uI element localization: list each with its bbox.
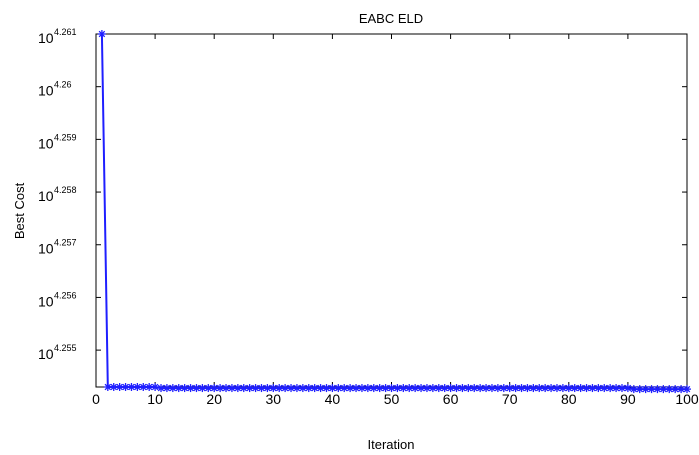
data-point <box>594 384 603 393</box>
data-point <box>222 384 231 393</box>
x-tick-label: 60 <box>443 391 459 407</box>
data-point <box>570 384 579 393</box>
x-axis-label: Iteration <box>368 437 415 452</box>
data-point <box>476 384 485 393</box>
y-tick-exponent: 4.256 <box>54 290 77 300</box>
x-tick-label: 0 <box>92 391 100 407</box>
y-tick-exponent: 4.26 <box>54 80 72 90</box>
data-point <box>623 384 632 393</box>
y-axis-label: Best Cost <box>12 182 27 239</box>
data-point <box>505 384 514 393</box>
data-point <box>635 385 644 394</box>
data-point <box>493 384 502 393</box>
data-point <box>328 384 337 393</box>
data-point <box>564 384 573 393</box>
y-tick-label: 10 <box>38 293 54 309</box>
data-point <box>139 383 148 391</box>
y-tick-label: 10 <box>38 188 54 204</box>
data-point <box>127 383 136 391</box>
y-tick-exponent: 4.255 <box>54 343 77 353</box>
data-point <box>180 384 189 393</box>
x-tick-label: 10 <box>147 391 163 407</box>
y-tick-exponent: 4.259 <box>54 132 77 142</box>
y-tick-exponent: 4.258 <box>54 185 77 195</box>
data-point <box>641 385 650 394</box>
data-point <box>541 384 550 393</box>
data-point <box>216 384 225 393</box>
y-tick-label: 10 <box>38 346 54 362</box>
y-tick-exponent: 4.257 <box>54 238 77 248</box>
y-tick-label: 10 <box>38 83 54 99</box>
x-tick-label: 100 <box>675 391 699 407</box>
y-tick-exponent: 4.261 <box>54 27 77 37</box>
chart-title: EABC ELD <box>359 11 423 26</box>
data-point <box>151 383 160 391</box>
x-tick-label: 50 <box>384 391 400 407</box>
data-point <box>683 385 691 394</box>
x-tick-label: 80 <box>561 391 577 407</box>
data-point <box>115 383 124 391</box>
data-point <box>387 384 396 393</box>
x-tick-label: 90 <box>620 391 636 407</box>
data-point <box>192 384 201 393</box>
x-tick-labels: 0 10 20 30 40 50 60 70 80 90 100 <box>92 391 699 407</box>
data-point <box>275 384 284 393</box>
data-point <box>464 384 473 393</box>
data-point <box>97 30 106 38</box>
plot-area <box>95 33 688 388</box>
data-point <box>357 384 366 393</box>
y-tick-label: 10 <box>38 241 54 257</box>
data-point <box>582 384 591 393</box>
data-point <box>677 385 686 394</box>
data-point <box>446 384 455 393</box>
series-markers <box>97 30 691 394</box>
data-point <box>381 384 390 393</box>
data-point <box>334 384 343 393</box>
x-tick-label: 30 <box>266 391 282 407</box>
x-tick-label: 70 <box>502 391 518 407</box>
x-tick-label: 40 <box>325 391 341 407</box>
x-tick-label: 20 <box>206 391 222 407</box>
data-point <box>263 384 272 393</box>
y-tick-label: 10 <box>38 30 54 46</box>
y-tick-label: 10 <box>38 135 54 151</box>
data-point <box>204 384 213 393</box>
